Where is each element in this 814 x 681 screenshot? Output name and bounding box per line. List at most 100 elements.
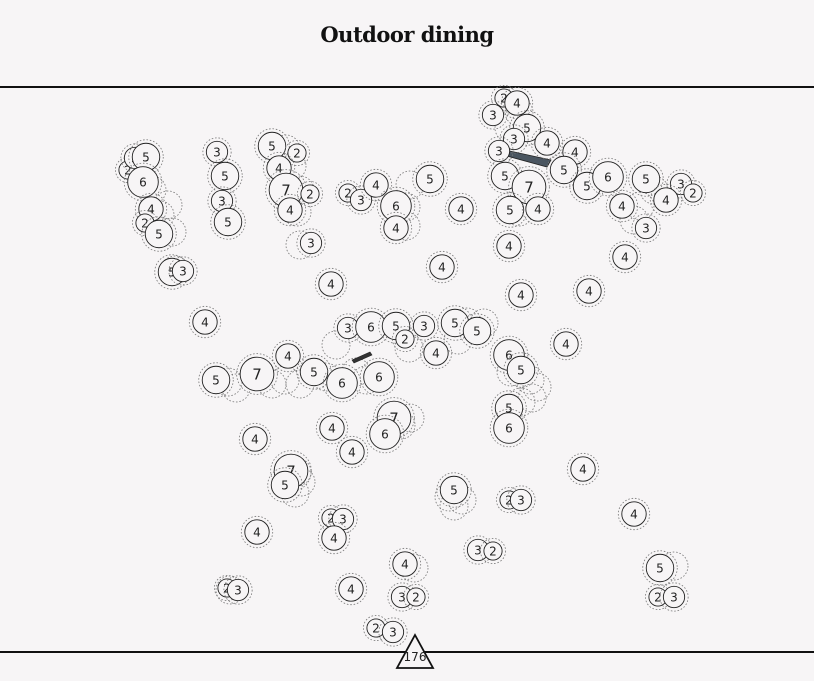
data-point: 2 — [479, 538, 506, 565]
point-halo — [459, 313, 495, 349]
point-value-label: 3 — [357, 194, 365, 208]
point-value-label: 6 — [375, 371, 383, 385]
point-value-label: 4 — [330, 532, 338, 546]
point-circle — [171, 259, 195, 283]
point-halo — [436, 472, 472, 508]
point-value-label: 3 — [398, 591, 406, 605]
point-halo — [267, 467, 303, 503]
point-value-label: 4 — [457, 203, 465, 217]
point-value-label: 5 — [560, 164, 568, 178]
point-value-label: 3 — [517, 494, 525, 508]
point-value-label: 4 — [372, 179, 380, 193]
point-value-label: 7 — [524, 179, 534, 197]
point-value-label: 4 — [327, 278, 335, 292]
data-point: 2 — [296, 180, 323, 207]
point-halo — [503, 352, 539, 388]
point-halo — [506, 485, 536, 515]
data-point: 2 — [680, 179, 707, 206]
data-point: 4 — [500, 86, 534, 120]
point-value-label: 2 — [654, 591, 662, 605]
data-point: 2 — [402, 584, 429, 611]
ghost-ring — [522, 372, 552, 402]
point-value-label: 5 — [142, 151, 150, 165]
point-value-label: 4 — [347, 583, 355, 597]
point-halo — [359, 168, 393, 202]
point-value-label: 6 — [604, 171, 612, 185]
data-point: 7 — [236, 353, 278, 395]
point-value-label: 4 — [438, 261, 446, 275]
point-value-label: 2 — [505, 494, 513, 508]
point-circle — [210, 161, 240, 191]
point-halo — [617, 497, 651, 531]
point-value-label: 6 — [139, 176, 147, 190]
point-halo — [649, 183, 683, 217]
point-halo — [530, 126, 564, 160]
point-circle — [462, 316, 492, 346]
point-halo — [628, 161, 664, 197]
point-value-label: 3 — [179, 265, 187, 279]
point-circle — [205, 140, 229, 164]
point-value-label: 6 — [367, 321, 375, 335]
point-value-label: 5 — [224, 216, 232, 230]
point-value-label: 4 — [534, 203, 542, 217]
ghost-ring — [506, 387, 536, 417]
point-value-label: 5 — [281, 479, 289, 493]
point-value-label: 4 — [201, 316, 209, 330]
data-point: 4 — [334, 572, 368, 606]
data-point: 5 — [628, 161, 664, 197]
point-value-label: 7 — [252, 366, 262, 384]
point-circle — [192, 309, 218, 335]
point-value-label: 3 — [495, 145, 503, 159]
point-halo — [379, 211, 413, 245]
data-point: 3 — [202, 137, 232, 167]
point-value-label: 3 — [234, 584, 242, 598]
point-circle — [277, 197, 303, 223]
point-value-label: 4 — [505, 240, 513, 254]
data-point: 3 — [506, 485, 536, 515]
point-halo — [484, 136, 514, 166]
point-halo — [419, 336, 453, 370]
data-point: 5 — [459, 313, 495, 349]
point-value-label: 2 — [412, 591, 420, 605]
point-value-label: 6 — [381, 428, 389, 442]
point-halo — [631, 213, 661, 243]
point-halo — [283, 139, 310, 166]
data-point: 4 — [335, 435, 369, 469]
point-value-label: 7 — [286, 463, 296, 481]
point-halo — [315, 411, 349, 445]
point-circle — [239, 356, 275, 392]
point-circle — [300, 184, 320, 204]
data-point: 3 — [328, 504, 358, 534]
point-circle — [381, 620, 405, 644]
point-value-label: 3 — [420, 320, 428, 334]
point-value-label: 5 — [523, 122, 531, 136]
point-value-label: 5 — [221, 170, 229, 184]
point-value-label: 2 — [344, 187, 352, 201]
data-point: 3 — [484, 136, 514, 166]
point-circle — [653, 187, 679, 213]
point-circle — [144, 219, 174, 249]
ghost-ring — [659, 551, 689, 581]
point-value-label: 4 — [147, 203, 155, 217]
point-circle — [412, 314, 436, 338]
point-halo — [238, 422, 272, 456]
data-point: 3 — [207, 186, 237, 216]
point-circle — [553, 331, 579, 357]
data-point: 6 — [359, 357, 399, 397]
point-value-label: 6 — [392, 200, 400, 214]
point-halo — [509, 110, 545, 146]
point-circle — [621, 501, 647, 527]
point-value-label: 2 — [372, 622, 380, 636]
point-halo — [168, 256, 198, 286]
point-circle — [423, 340, 449, 366]
data-point: 5 — [642, 550, 678, 586]
point-value-label: 4 — [585, 285, 593, 299]
point-value-label: 6 — [338, 377, 346, 391]
point-halo — [642, 550, 678, 586]
data-point: 4 — [425, 250, 459, 284]
data-point: 4 — [238, 422, 272, 456]
point-circle — [395, 329, 415, 349]
point-value-label: 4 — [251, 433, 259, 447]
point-halo — [198, 362, 234, 398]
point-halo — [128, 139, 164, 175]
